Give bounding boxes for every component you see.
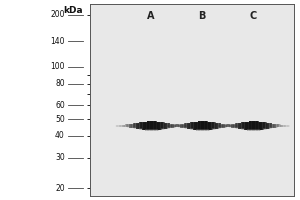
Text: A: A [148,11,155,21]
Text: 20: 20 [55,184,65,193]
Text: B: B [199,11,206,21]
Text: kDa: kDa [63,6,83,15]
Text: 60: 60 [55,101,65,110]
Text: 100: 100 [50,62,65,71]
Text: 200: 200 [50,10,65,19]
Text: 140: 140 [50,37,65,46]
Text: C: C [250,11,257,21]
Text: 80: 80 [55,79,65,88]
Text: 40: 40 [55,131,65,140]
Text: 50: 50 [55,115,65,124]
Text: 30: 30 [55,153,65,162]
